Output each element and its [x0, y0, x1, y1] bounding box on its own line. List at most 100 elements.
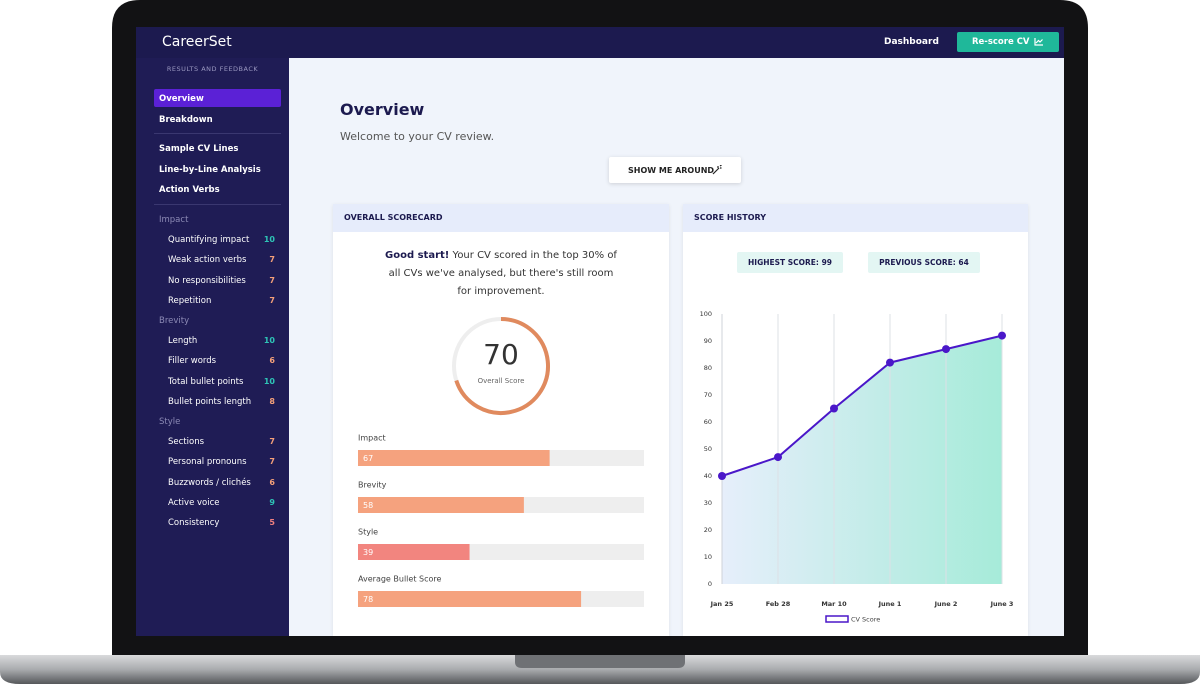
legend-label: CV Score: [851, 616, 880, 624]
y-tick-label: 100: [700, 310, 712, 318]
laptop-base: [0, 655, 1200, 684]
stat-label: HIGHEST SCORE:: [748, 258, 819, 267]
score-bar: [358, 591, 582, 607]
y-tick-label: 40: [704, 472, 712, 480]
feedback-item[interactable]: Weak action verbs: [168, 255, 247, 266]
feedback-item[interactable]: Length: [168, 336, 198, 347]
feedback-item[interactable]: Repetition: [168, 295, 212, 306]
active-item[interactable]: [154, 89, 281, 107]
item-score: 10: [263, 376, 275, 386]
sidebar: [136, 58, 289, 636]
point: [718, 472, 726, 480]
stat-value: 64: [958, 258, 968, 267]
bar-value: 39: [363, 548, 373, 557]
feedback-item[interactable]: Quantifying impact: [168, 235, 250, 246]
tour-button[interactable]: [609, 157, 741, 183]
nav-item[interactable]: Breakdown: [159, 114, 213, 125]
y-tick-label: 20: [704, 526, 712, 534]
tour-label: SHOW ME AROUND: [628, 166, 715, 175]
nav-link[interactable]: Dashboard: [884, 37, 939, 47]
x-tick-label: Feb 28: [766, 600, 791, 608]
score-bar: [358, 544, 470, 560]
item-score: 7: [269, 437, 275, 447]
card-title: OVERALL SCORECARD: [344, 213, 443, 222]
feedback-item[interactable]: Active voice: [168, 497, 220, 508]
message-bold: Good start!: [385, 250, 450, 261]
score-history-chart: HIGHEST SCORE: 99 PREVIOUS SCORE: 64 0 10 20…: [700, 252, 1014, 624]
point: [830, 404, 838, 413]
y-tick-label: 10: [704, 553, 712, 561]
x-tick-label: Jan 25: [710, 600, 734, 608]
score-bar: [358, 497, 524, 513]
wand-icon: [712, 165, 722, 175]
y-tick-label: 80: [704, 364, 712, 372]
feedback-item[interactable]: Sections: [168, 437, 205, 448]
feedback-item[interactable]: Filler words: [168, 356, 217, 367]
card-header: [333, 204, 669, 232]
group-heading: Style: [159, 417, 181, 427]
y-tick-label: 30: [704, 499, 712, 507]
group-heading: Brevity: [159, 316, 190, 326]
item-score: 7: [269, 275, 275, 285]
group-heading: Impact: [159, 215, 189, 225]
message-text: Your CV scored in the top 30% of all CVs…: [388, 250, 617, 297]
nav-item[interactable]: Line-by-Line Analysis: [159, 164, 261, 175]
bar-label: Brevity: [358, 481, 387, 490]
scorecard-card: [333, 204, 669, 636]
stat: HIGHEST SCORE: 99: [748, 258, 832, 267]
page-title: Overview: [340, 100, 425, 119]
divider: [154, 204, 281, 205]
area: [722, 335, 1002, 584]
item-score: 6: [269, 477, 275, 487]
y-tick-label: 90: [704, 337, 712, 345]
feedback-item[interactable]: Bullet points length: [168, 396, 252, 407]
x-tick-label: Mar 10: [821, 600, 847, 608]
point: [886, 358, 894, 367]
bar-value: 78: [363, 595, 373, 604]
item-score: 9: [269, 497, 275, 507]
gauge-arc: [454, 317, 550, 415]
gauge-value: 70: [483, 338, 519, 371]
item-score: 7: [269, 295, 275, 305]
feedback-item[interactable]: Buzzwords / clichés: [168, 477, 251, 488]
nav-item[interactable]: Overview: [159, 94, 204, 104]
item-score: 5: [269, 518, 275, 527]
scorecard-graphics: 70 Overall Score Impact 67 Brevity 58 Style 39 A…: [358, 317, 644, 607]
bar-value: 67: [363, 454, 373, 463]
feedback-item[interactable]: Consistency: [168, 518, 220, 528]
nav-item[interactable]: Sample CV Lines: [159, 144, 239, 154]
item-score: 10: [263, 336, 275, 346]
score-message: Good start! Your CV scored in the top 30…: [381, 247, 621, 301]
feedback-item[interactable]: No responsibilities: [168, 275, 246, 286]
y-tick-label: 50: [704, 445, 712, 453]
y-tick-label: 60: [704, 418, 712, 426]
y-tick-label: 70: [704, 391, 712, 399]
button-label: Re-score CV: [972, 37, 1030, 47]
series-line: [721, 334, 1003, 477]
stat-pill: [868, 252, 980, 273]
card-header: [683, 204, 1028, 232]
feedback-item[interactable]: Total bullet points: [168, 376, 244, 387]
y-tick-label: 0: [708, 580, 712, 588]
bar-label: Style: [358, 528, 378, 537]
sidebar-heading: RESULTS AND FEEDBACK: [166, 65, 259, 73]
bar-label: Average Bullet Score: [358, 575, 441, 584]
nav-item[interactable]: Action Verbs: [159, 185, 220, 195]
chart-icon: [1034, 38, 1043, 46]
item-score: 10: [263, 235, 275, 245]
base-notch: [515, 655, 685, 668]
item-score: 7: [269, 457, 275, 467]
stat: PREVIOUS SCORE: 64: [879, 258, 969, 267]
item-score: 8: [269, 396, 275, 406]
point: [998, 331, 1006, 340]
gauge-label: Overall Score: [478, 377, 525, 385]
x-tick-label: June 1: [878, 600, 902, 608]
feedback-item[interactable]: Personal pronouns: [168, 457, 247, 468]
stat-pill: [737, 252, 843, 273]
logo[interactable]: CareerSet: [162, 34, 232, 50]
x-tick-label: June 3: [990, 600, 1014, 608]
rescore-button[interactable]: [957, 32, 1059, 52]
stat-label: PREVIOUS SCORE:: [879, 258, 956, 267]
page-subtitle: Welcome to your CV review.: [340, 130, 495, 143]
